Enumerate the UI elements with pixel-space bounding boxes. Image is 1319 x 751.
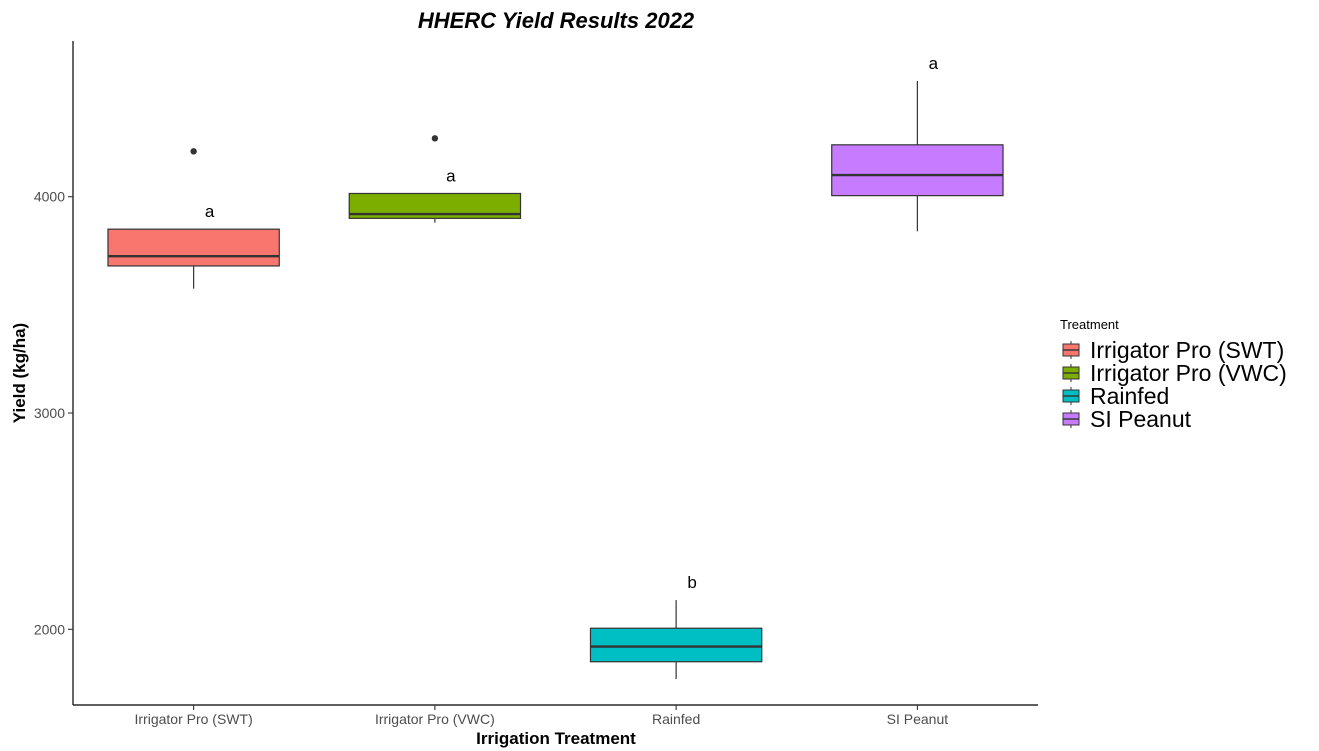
- y-tick-label: 3000: [34, 405, 65, 421]
- legend-item: Irrigator Pro (VWC): [1062, 360, 1287, 386]
- iqr-box: [107, 228, 280, 267]
- significance-letter: a: [446, 166, 456, 185]
- legend-items: Irrigator Pro (SWT)Irrigator Pro (VWC)Ra…: [1062, 337, 1287, 432]
- x-tick-label: Irrigator Pro (VWC): [375, 711, 495, 727]
- box-rainfed: b: [589, 573, 763, 680]
- box-irrigator-pro-vwc: a: [348, 135, 522, 223]
- legend-item: SI Peanut: [1062, 406, 1192, 432]
- legend-item: Rainfed: [1062, 383, 1169, 409]
- significance-letter: a: [205, 202, 215, 221]
- outlier-point: [431, 135, 439, 142]
- iqr-box: [831, 144, 1004, 197]
- y-tick-label: 4000: [34, 189, 65, 205]
- plot-area: a a b a: [107, 54, 1004, 680]
- chart-title: HHERC Yield Results 2022: [418, 8, 695, 33]
- x-tick-label: SI Peanut: [887, 711, 949, 727]
- x-tick-label: Irrigator Pro (SWT): [135, 711, 253, 727]
- y-tick-label: 2000: [34, 621, 65, 637]
- significance-letter: b: [687, 573, 696, 592]
- legend-label: SI Peanut: [1090, 406, 1192, 432]
- legend-label: Irrigator Pro (VWC): [1090, 360, 1287, 386]
- legend-item: Irrigator Pro (SWT): [1062, 337, 1284, 363]
- x-tick-label: Rainfed: [652, 711, 700, 727]
- legend: Treatment Irrigator Pro (SWT)Irrigator P…: [1060, 317, 1287, 432]
- x-axis-ticks: Irrigator Pro (SWT) Irrigator Pro (VWC) Ra…: [135, 705, 949, 727]
- legend-label: Rainfed: [1090, 383, 1169, 409]
- iqr-box: [589, 627, 763, 663]
- y-axis-title: Yield (kg/ha): [10, 323, 29, 423]
- y-axis-ticks: 2000 3000 4000: [34, 189, 73, 637]
- box-si-peanut: a: [831, 54, 1004, 232]
- significance-letter: a: [929, 54, 939, 73]
- legend-title: Treatment: [1060, 317, 1119, 332]
- x-axis-title: Irrigation Treatment: [476, 729, 636, 748]
- legend-label: Irrigator Pro (SWT): [1090, 337, 1284, 363]
- outlier-point: [190, 148, 197, 155]
- box-irrigator-pro-swt: a: [107, 148, 280, 289]
